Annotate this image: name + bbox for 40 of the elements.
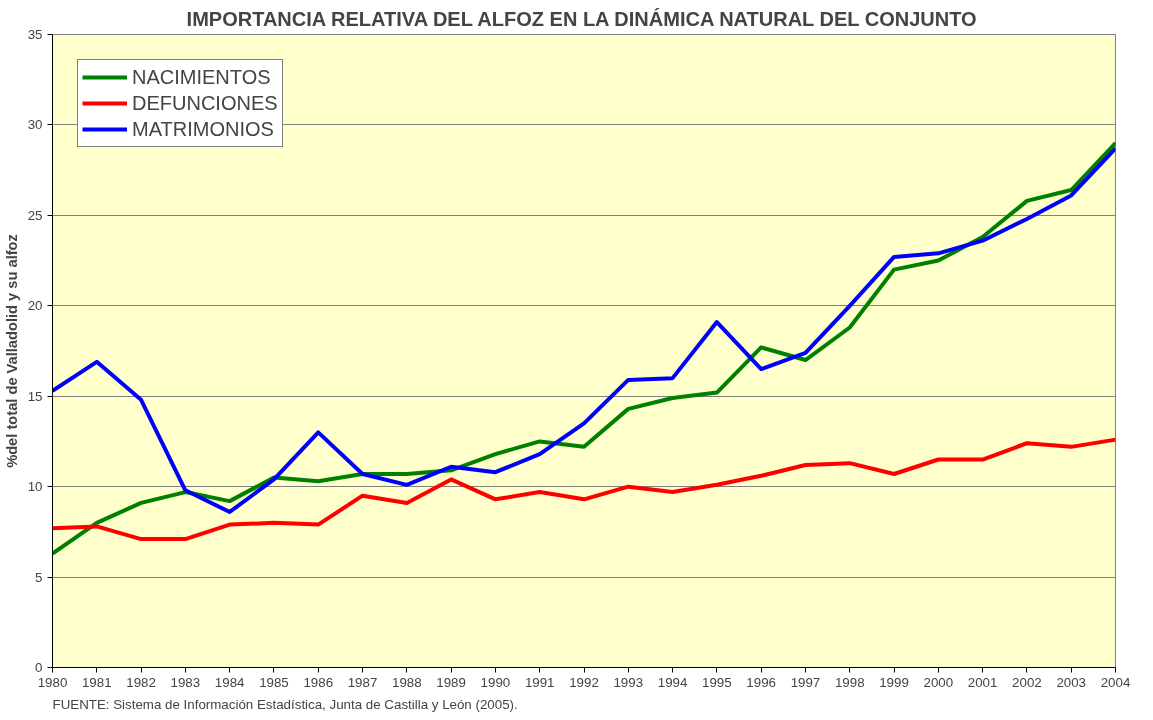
legend-label: NACIMIENTOS xyxy=(132,64,271,90)
x-tick-label: 1988 xyxy=(392,674,422,690)
x-tick-label: 1981 xyxy=(81,674,112,690)
x-tick-label: 1997 xyxy=(790,674,821,690)
x-tick-label: 1983 xyxy=(170,674,201,690)
x-tick-label: 1991 xyxy=(524,674,555,690)
source-note: FUENTE: Sistema de Información Estadística, Junta de Castilla y León (2005). xyxy=(52,696,518,712)
x-tick-label: 1993 xyxy=(613,674,644,690)
x-tick-label: 1985 xyxy=(259,674,289,690)
x-tick-label: 1987 xyxy=(347,674,378,690)
x-tick-label: 2003 xyxy=(1056,674,1087,690)
x-tick-label: 1982 xyxy=(126,674,156,690)
y-tick-label: 30 xyxy=(27,117,43,133)
y-tick-label: 20 xyxy=(27,298,43,314)
x-tick-label: 1989 xyxy=(436,674,466,690)
x-tick-label: 2002 xyxy=(1012,674,1042,690)
x-tick-label: 1990 xyxy=(480,674,511,690)
x-tick-label: 1980 xyxy=(37,674,68,690)
x-tick-label: 1994 xyxy=(657,674,688,690)
legend-label: MATRIMONIOS xyxy=(132,116,274,142)
y-tick-label: 25 xyxy=(27,207,43,223)
x-tick-label: 1986 xyxy=(303,674,334,690)
x-tick-label: 1992 xyxy=(569,674,599,690)
y-tick-label: 0 xyxy=(35,660,43,675)
x-tick-label: 1995 xyxy=(702,674,732,690)
line-series xyxy=(52,437,1116,542)
x-tick-label: 1996 xyxy=(746,674,776,690)
legend-label: DEFUNCIONES xyxy=(132,90,278,116)
y-axis-title: %del total de Valladolid y su alfoz xyxy=(3,234,20,468)
y-tick-label: 15 xyxy=(27,388,43,404)
x-tick-label: 1999 xyxy=(879,674,909,690)
x-tick-label: 2000 xyxy=(923,674,954,690)
x-tick-label: 1998 xyxy=(834,674,865,690)
y-tick-label: 5 xyxy=(35,569,43,585)
y-tick-label: 10 xyxy=(27,479,43,495)
x-tick-label: 1984 xyxy=(214,674,246,690)
x-tick-label: 2001 xyxy=(967,674,998,690)
y-tick-label: 35 xyxy=(27,27,43,42)
chart-title: IMPORTANCIA RELATIVA DEL ALFOZ EN LA DINÁMICA NATURAL DEL CONJUNTO xyxy=(186,7,977,30)
x-tick-label: 2004 xyxy=(1100,674,1131,690)
